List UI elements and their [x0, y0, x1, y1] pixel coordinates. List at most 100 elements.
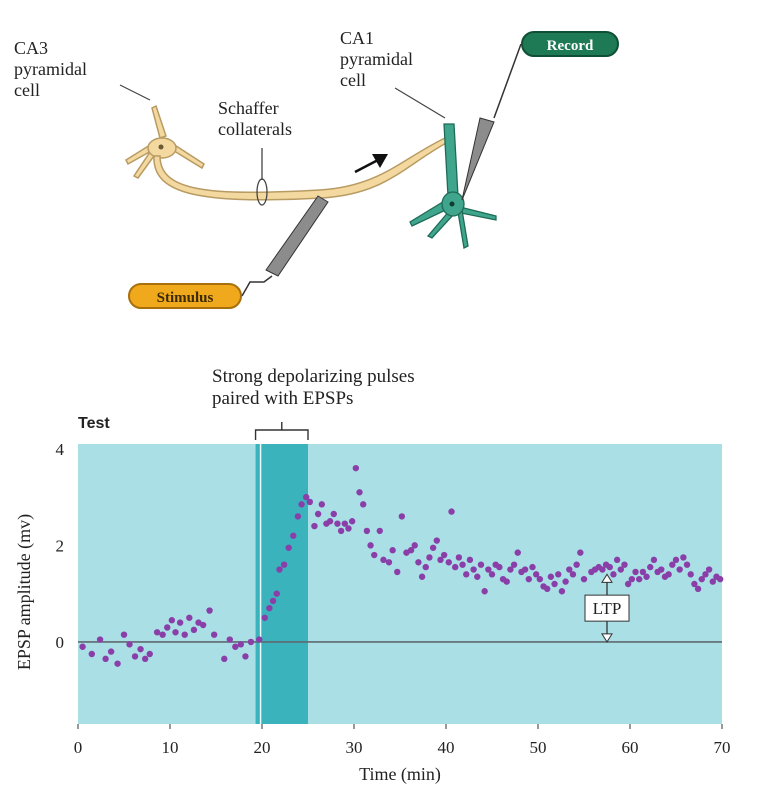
x-tick-label: 0 — [74, 738, 83, 757]
data-point — [577, 549, 584, 556]
data-point — [448, 508, 455, 515]
data-point — [102, 655, 109, 663]
data-point — [536, 575, 544, 583]
ca3-label: CA3 pyramidal cell — [14, 38, 87, 100]
y-tick-label: 4 — [56, 440, 65, 459]
data-point — [120, 631, 128, 638]
data-point — [566, 566, 573, 573]
data-point — [186, 614, 193, 621]
data-point — [496, 563, 503, 571]
data-point — [437, 556, 444, 564]
data-point — [371, 551, 378, 559]
data-point — [455, 554, 463, 561]
data-point — [445, 559, 452, 566]
data-point — [415, 559, 422, 566]
data-point — [544, 585, 551, 593]
data-point — [525, 575, 532, 583]
data-point — [276, 566, 283, 573]
data-point — [418, 573, 426, 580]
data-point — [280, 561, 288, 568]
data-point — [334, 520, 341, 527]
data-point — [79, 643, 86, 650]
data-point — [290, 532, 297, 539]
ltp-label: LTP — [593, 599, 622, 618]
data-point — [88, 650, 96, 658]
data-point — [621, 561, 628, 568]
data-point — [314, 510, 322, 518]
data-point — [521, 566, 529, 573]
data-point — [232, 643, 239, 650]
data-point — [532, 571, 540, 578]
data-point — [639, 568, 647, 576]
data-point — [242, 653, 249, 660]
arrow-icon — [354, 158, 379, 174]
data-point — [440, 551, 448, 559]
data-point — [389, 547, 396, 554]
record-electrode — [461, 43, 522, 201]
data-point — [503, 578, 510, 585]
data-point — [199, 621, 207, 629]
ltp-label-box — [584, 594, 630, 622]
y-axis-label: EPSP amplitude (mv) — [14, 514, 35, 670]
stimulation-window — [255, 444, 308, 724]
data-point — [599, 566, 606, 573]
data-point — [680, 554, 687, 561]
stimulus-electrode — [241, 195, 329, 297]
data-point — [463, 571, 470, 578]
data-point — [385, 559, 393, 566]
data-point — [326, 518, 334, 525]
annotation-line-2: paired with EPSPs — [212, 388, 354, 409]
data-point — [360, 501, 367, 508]
x-tick-label: 40 — [438, 738, 455, 757]
data-point — [665, 571, 672, 578]
data-point — [348, 518, 356, 525]
data-point — [221, 655, 228, 663]
data-point — [617, 566, 624, 573]
data-point — [470, 566, 477, 573]
stimulus-pill: Stimulus — [128, 283, 242, 309]
data-point — [555, 571, 562, 578]
data-point — [647, 563, 654, 571]
data-point — [306, 498, 314, 506]
plot-area — [78, 444, 722, 724]
data-point — [650, 556, 658, 564]
data-point — [606, 563, 613, 571]
data-point — [477, 561, 485, 568]
data-point — [206, 607, 213, 614]
data-point — [485, 566, 492, 573]
data-point — [363, 527, 371, 535]
test-label: Test — [78, 415, 110, 432]
data-point — [669, 561, 676, 568]
data-point — [141, 655, 149, 663]
data-point — [422, 563, 429, 571]
data-point — [226, 636, 233, 643]
data-point — [694, 585, 702, 593]
x-tick-label: 20 — [254, 738, 271, 757]
data-point — [687, 571, 694, 578]
data-point — [643, 573, 650, 580]
data-point — [172, 629, 179, 636]
data-point — [702, 571, 709, 578]
data-point — [318, 501, 325, 508]
data-point — [159, 631, 166, 638]
data-point — [676, 566, 683, 573]
x-tick-label: 10 — [162, 738, 179, 757]
data-point — [510, 561, 518, 568]
data-point — [547, 573, 555, 580]
window-bracket — [254, 422, 309, 440]
data-point — [624, 580, 632, 588]
data-point — [352, 464, 360, 472]
data-point — [330, 510, 337, 518]
data-point — [569, 571, 577, 578]
data-point — [407, 547, 415, 554]
data-point — [247, 638, 255, 646]
data-point — [398, 513, 406, 520]
data-point — [580, 575, 588, 583]
x-tick-label: 50 — [530, 738, 547, 757]
x-tick-label: 60 — [622, 738, 639, 757]
data-point — [514, 549, 521, 556]
record-pill: Record — [521, 31, 619, 57]
data-point — [683, 561, 691, 568]
